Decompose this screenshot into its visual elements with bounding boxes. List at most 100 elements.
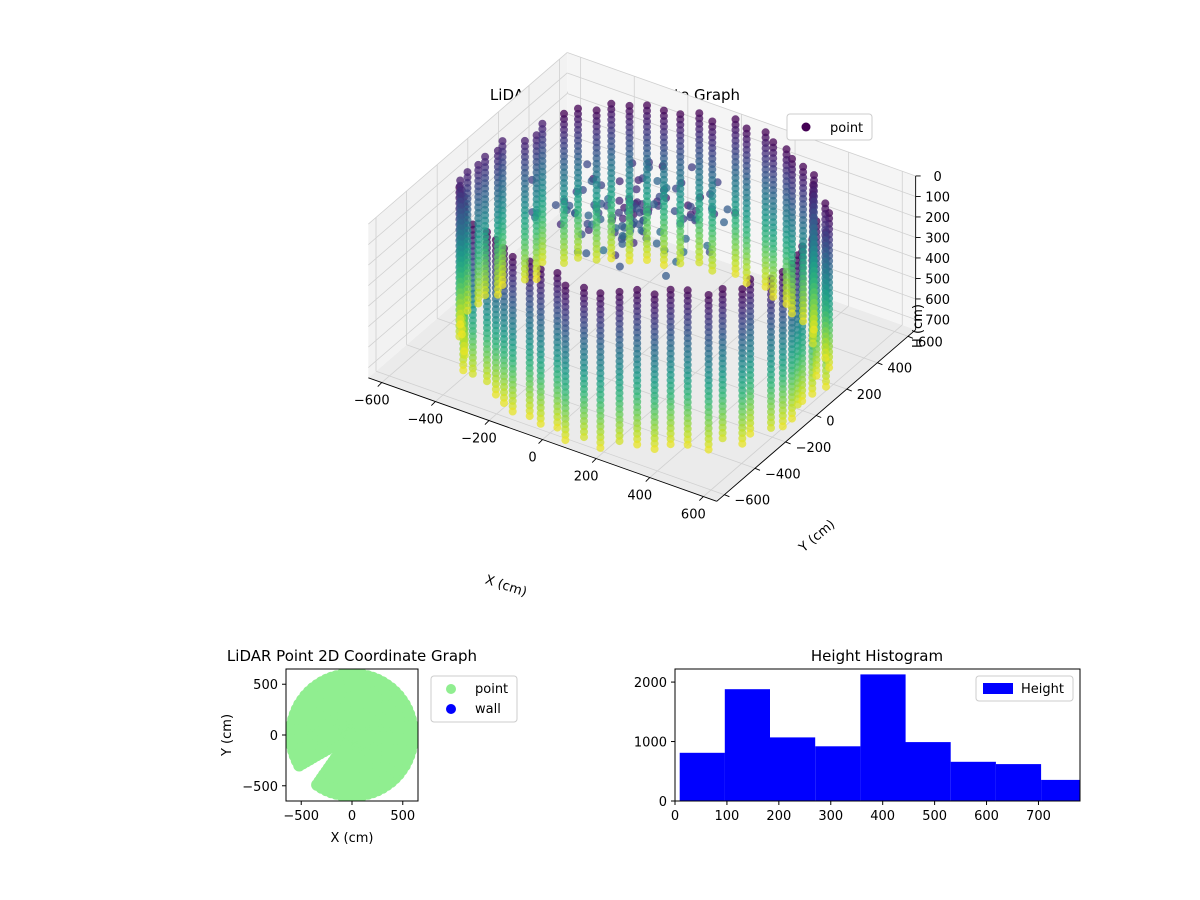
histogram-bar bbox=[770, 737, 816, 801]
point-marker bbox=[483, 377, 491, 386]
point-marker bbox=[649, 200, 658, 209]
grid-line-y-floor bbox=[375, 370, 725, 496]
point-marker bbox=[718, 434, 727, 443]
x-tick bbox=[538, 439, 543, 444]
point-marker bbox=[498, 281, 507, 289]
legend-label-height: Height bbox=[1021, 682, 1064, 697]
histogram-bars bbox=[679, 674, 1080, 801]
histogram-bar bbox=[995, 764, 1042, 801]
point-marker bbox=[500, 399, 508, 407]
point-marker bbox=[782, 299, 791, 308]
point-marker bbox=[460, 347, 468, 356]
y-tick-label: 1000 bbox=[634, 736, 667, 751]
x-tick-label: 700 bbox=[1026, 809, 1051, 824]
chart-2d-points bbox=[286, 669, 418, 801]
point-marker bbox=[686, 202, 695, 211]
h-tick-label: 600 bbox=[925, 293, 950, 308]
x-tick-label: 600 bbox=[681, 508, 706, 523]
x-tick bbox=[591, 458, 597, 463]
point-marker bbox=[293, 759, 306, 772]
x-tick-label: 100 bbox=[715, 809, 740, 824]
point-marker bbox=[695, 258, 704, 267]
point-marker bbox=[625, 256, 634, 265]
chart-3d-legend: point bbox=[786, 113, 873, 141]
point-marker bbox=[769, 292, 778, 301]
y-tick bbox=[816, 415, 822, 418]
x-tick bbox=[699, 496, 704, 501]
y-tick bbox=[907, 335, 914, 339]
histogram-chart: Height Histogram 0 100 200 300 400 500 600 7000… bbox=[634, 647, 1081, 824]
histogram-frame bbox=[674, 668, 1081, 802]
x-tick-label: 400 bbox=[627, 489, 652, 504]
point-marker bbox=[778, 422, 787, 431]
grid-line-h-back bbox=[567, 72, 916, 197]
x-tick bbox=[377, 382, 383, 387]
y-tick bbox=[846, 388, 852, 392]
grid-line-h-back bbox=[567, 113, 916, 238]
y-tick-label: 500 bbox=[253, 678, 278, 693]
h-tick-label: 200 bbox=[925, 211, 950, 226]
x-tick-label: −600 bbox=[354, 394, 390, 409]
chart-3d-legend-box bbox=[786, 113, 873, 141]
legend-label-wall: wall bbox=[475, 702, 501, 717]
point-marker bbox=[687, 163, 696, 172]
point-marker bbox=[456, 320, 465, 329]
point-marker bbox=[607, 254, 616, 263]
point-marker bbox=[538, 258, 547, 267]
point-marker bbox=[659, 261, 668, 270]
point-marker bbox=[596, 443, 605, 452]
h-tick-label: 0 bbox=[934, 170, 942, 185]
point-marker bbox=[520, 275, 529, 284]
y-tick bbox=[877, 362, 883, 366]
point-marker bbox=[406, 734, 418, 747]
x-tick-label: 400 bbox=[870, 809, 895, 824]
point-marker bbox=[592, 255, 601, 264]
point-marker bbox=[666, 440, 675, 449]
legend-label-point-2d: point bbox=[475, 682, 508, 697]
grid-line-h-back bbox=[567, 154, 916, 279]
histogram-bar bbox=[724, 689, 770, 801]
y-tick-label: −600 bbox=[734, 494, 770, 509]
y-tick-label: 0 bbox=[270, 729, 278, 744]
point-marker bbox=[553, 423, 562, 432]
histogram-ticks: 0 100 200 300 400 500 600 700 0 1000 2000 bbox=[634, 676, 1051, 824]
point-marker bbox=[799, 317, 808, 326]
x-tick-label: −400 bbox=[407, 413, 443, 428]
chart-2d: LiDAR Point 2D Coordinate Graph −500 0 500… bbox=[220, 647, 518, 846]
point-marker bbox=[731, 269, 740, 278]
legend-label-point-3d: point bbox=[830, 121, 863, 136]
point-marker bbox=[582, 249, 591, 258]
point-marker bbox=[525, 412, 534, 421]
point-marker bbox=[632, 185, 641, 194]
histogram-bar bbox=[905, 742, 951, 801]
grid-line-h-back bbox=[567, 93, 916, 218]
point-marker bbox=[676, 259, 685, 268]
point-marker bbox=[808, 339, 817, 348]
y-tick-label: 600 bbox=[918, 335, 943, 350]
y-tick-label: −500 bbox=[242, 780, 278, 795]
grid-line-h-back bbox=[567, 134, 916, 259]
y-tick-label: −400 bbox=[765, 467, 801, 482]
histogram-bar bbox=[950, 761, 996, 801]
x-tick-label: 200 bbox=[766, 809, 791, 824]
point-marker bbox=[738, 439, 747, 448]
point-marker bbox=[618, 222, 627, 230]
x-tick-label: 500 bbox=[390, 809, 415, 824]
chart-3d-xlabel: X (cm) bbox=[483, 573, 529, 601]
point-marker bbox=[463, 306, 472, 315]
point-marker bbox=[474, 299, 483, 308]
h-tick-label: 700 bbox=[925, 313, 950, 328]
chart-3d-zlabel: H (cm) bbox=[911, 304, 926, 348]
grid-line-h-left bbox=[368, 52, 568, 225]
chart-3d: LiDAR Point 3D Coordinate Graph −600−400… bbox=[354, 52, 950, 600]
legend-marker-wall bbox=[446, 704, 456, 714]
point-marker bbox=[584, 211, 593, 220]
y-tick-label: 400 bbox=[887, 362, 912, 377]
legend-marker-height bbox=[983, 683, 1013, 694]
x-tick-label: −200 bbox=[461, 432, 497, 447]
point-marker bbox=[683, 440, 692, 449]
point-marker bbox=[633, 204, 641, 213]
x-tick-label: 0 bbox=[528, 451, 536, 466]
point-marker bbox=[574, 253, 582, 262]
histogram-title: Height Histogram bbox=[811, 647, 943, 665]
